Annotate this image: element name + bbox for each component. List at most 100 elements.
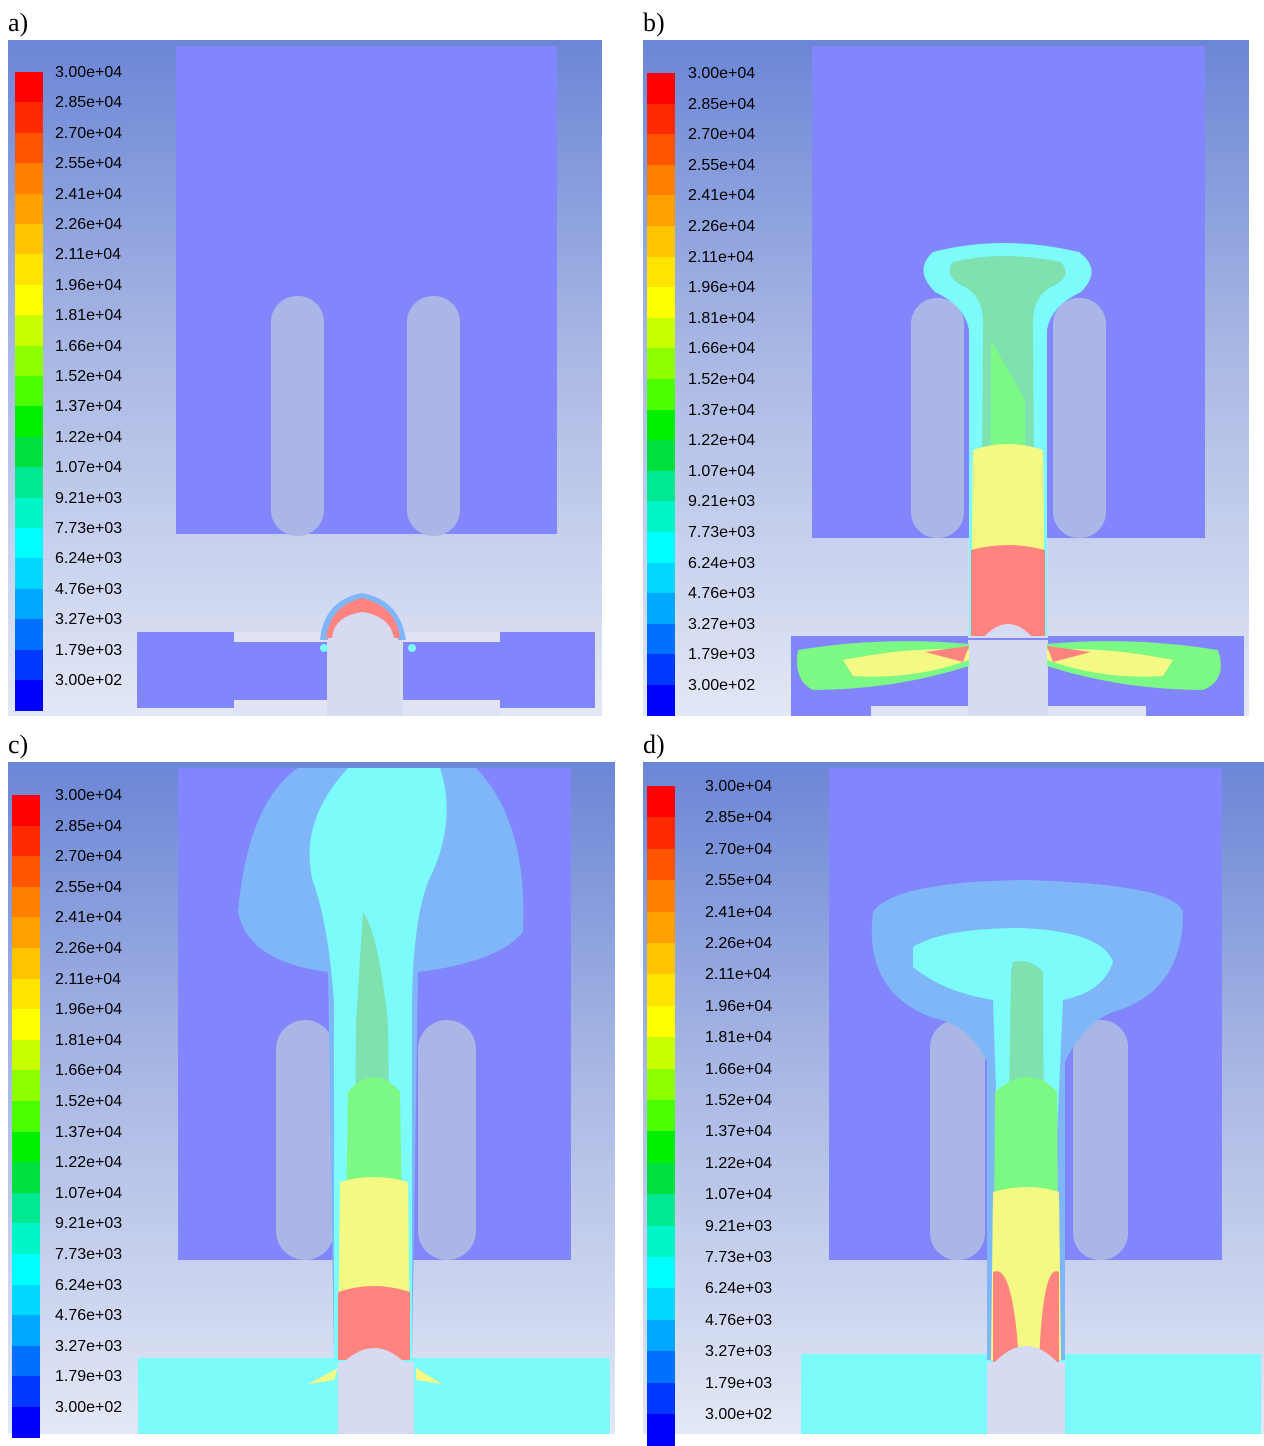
legend-label: 4.76e+03: [55, 1307, 123, 1325]
legend-swatch: [15, 558, 43, 590]
simulation-image-b: [791, 46, 1244, 716]
legend-swatch: [647, 440, 675, 472]
legend-swatch: [647, 880, 675, 913]
legend-swatch: [15, 163, 43, 195]
legend-label: 3.00e+02: [55, 672, 123, 689]
legend-label: 1.37e+04: [55, 1123, 123, 1141]
legend-swatch: [15, 193, 43, 225]
legend-swatch: [647, 532, 675, 564]
legend-swatch: [647, 1225, 675, 1258]
legend-label: 4.76e+03: [55, 580, 123, 598]
legend-label: 1.07e+04: [705, 1186, 773, 1204]
legend-label: 1.22e+04: [55, 428, 123, 446]
legend-label: 7.73e+03: [55, 520, 123, 537]
legend-swatch: [647, 1319, 675, 1352]
legend-label: 2.11e+04: [705, 966, 771, 984]
legend-swatch: [647, 1257, 675, 1289]
legend-swatch: [15, 436, 43, 468]
legend-swatch: [647, 470, 675, 502]
legend-label: 3.00e+04: [705, 778, 773, 795]
legend-label: 2.41e+04: [688, 187, 756, 205]
legend-swatch: [12, 1070, 40, 1102]
legend-label: 2.70e+04: [55, 848, 123, 866]
legend-label: 6.24e+03: [55, 550, 123, 568]
legend-swatch: [12, 1162, 40, 1194]
legend-label: 2.70e+04: [688, 126, 756, 144]
legend-swatch: [647, 1037, 675, 1070]
legend-swatch: [12, 795, 40, 827]
legend-swatch: [12, 1284, 40, 1316]
legend-swatch: [12, 917, 40, 949]
legend-label: 1.79e+03: [705, 1374, 773, 1392]
legend-label: 2.11e+04: [55, 970, 121, 988]
legend-label: 4.76e+03: [705, 1311, 773, 1329]
legend-swatch: [15, 497, 43, 529]
legend-label: 1.22e+04: [55, 1154, 123, 1172]
legend-swatch: [15, 467, 43, 499]
legend-label: 1.07e+04: [688, 462, 756, 480]
legend-label: 1.66e+04: [688, 340, 756, 358]
simulation-image-c: [138, 768, 610, 1434]
legend-label: 1.81e+04: [688, 309, 756, 327]
legend-swatch: [647, 134, 675, 166]
legend-swatch: [647, 379, 675, 411]
legend-swatch: [647, 685, 675, 717]
legend-swatch: [15, 132, 43, 164]
legend-swatch: [15, 528, 43, 559]
legend-label: 2.70e+04: [55, 124, 123, 142]
legend-label: 1.81e+04: [55, 307, 123, 325]
legend-swatch: [15, 406, 43, 438]
legend-label: 3.00e+04: [55, 64, 123, 81]
legend-label: 6.24e+03: [688, 554, 756, 572]
legend-label: 3.27e+03: [705, 1343, 773, 1361]
legend-label: 2.85e+04: [688, 95, 756, 113]
legend-swatch: [647, 287, 675, 319]
legend-label: 6.24e+03: [55, 1276, 123, 1294]
contour-panel-d: [643, 762, 1264, 1434]
legend-swatch: [647, 848, 675, 881]
legend-label: 3.00e+02: [688, 677, 756, 694]
legend-swatch: [15, 315, 43, 347]
legend-label: 1.52e+04: [688, 371, 756, 388]
legend-label: 1.96e+04: [705, 997, 773, 1015]
legend-swatch: [12, 1407, 40, 1439]
legend-swatch: [12, 856, 40, 888]
panel-label-a: a): [8, 8, 29, 37]
legend-label: 1.22e+04: [705, 1154, 773, 1172]
contour-panel-a: [8, 40, 602, 716]
legend-swatch: [647, 1005, 675, 1038]
legend-swatch: [647, 1288, 675, 1321]
legend-swatch: [647, 911, 675, 944]
legend-label: 1.22e+04: [688, 432, 756, 450]
legend-label: 7.73e+03: [705, 1249, 773, 1266]
legend-swatch: [15, 588, 43, 620]
legend-swatch: [647, 348, 675, 380]
legend-label: 1.52e+04: [55, 368, 123, 385]
legend-label: 1.52e+04: [705, 1092, 773, 1109]
legend-label: 9.21e+03: [705, 1217, 773, 1235]
legend-label: 7.73e+03: [688, 524, 756, 541]
legend-label: 1.96e+04: [55, 1001, 123, 1019]
legend-swatch: [647, 1382, 675, 1415]
legend-label: 2.26e+04: [705, 935, 773, 952]
legend-swatch: [12, 1039, 40, 1071]
legend-swatch: [647, 256, 675, 288]
legend-label: 3.00e+02: [705, 1406, 773, 1423]
legend-label: 1.79e+03: [55, 1368, 123, 1386]
legend-label: 1.81e+04: [705, 1029, 773, 1047]
legend-swatch: [647, 1194, 675, 1227]
legend-label: 2.85e+04: [55, 94, 123, 112]
legend-swatch: [647, 786, 675, 818]
legend-label: 1.66e+04: [55, 337, 123, 355]
panel-label-c: c): [8, 730, 29, 759]
legend-swatch: [647, 195, 675, 227]
legend-swatch: [12, 1192, 40, 1224]
legend-label: 1.37e+04: [705, 1123, 773, 1141]
legend-swatch: [647, 1162, 675, 1195]
legend-swatch: [647, 409, 675, 441]
legend-label: 2.41e+04: [55, 909, 123, 927]
legend-swatch: [647, 501, 675, 533]
legend-label: 1.81e+04: [55, 1031, 123, 1049]
legend-label: 2.11e+04: [55, 246, 121, 264]
legend-swatch: [647, 654, 675, 686]
